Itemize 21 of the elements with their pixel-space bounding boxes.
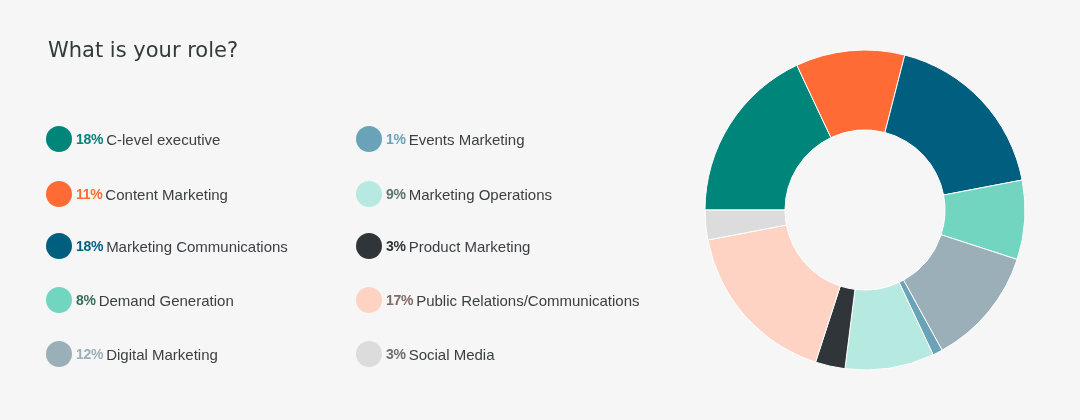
data-label: 9% <box>386 186 406 202</box>
legend-label: Product Marketing <box>408 237 531 255</box>
legend-label: Demand Generation <box>98 291 234 309</box>
legend-label: Marketing Communications <box>106 237 288 255</box>
data-label: 17% <box>386 292 414 308</box>
data-label: 12% <box>76 346 104 362</box>
legend-label: Events Marketing <box>408 130 525 148</box>
legend-label: C-level executive <box>106 130 221 148</box>
data-label: 1% <box>386 131 406 147</box>
data-label: 11% <box>76 186 103 202</box>
data-label: 18% <box>76 238 104 254</box>
data-label: 18% <box>76 131 104 147</box>
legend-label: Marketing Operations <box>408 185 553 203</box>
chart-title: What is your role? <box>48 38 239 62</box>
legend-label: Content Marketing <box>105 185 228 203</box>
legend-label: Social Media <box>408 345 495 363</box>
data-label: 3% <box>386 238 406 254</box>
legend-label: Public Relations/Communications <box>416 291 640 309</box>
legend-label: Digital Marketing <box>106 345 218 363</box>
data-label: 3% <box>386 346 406 362</box>
data-label: 8% <box>76 292 96 308</box>
